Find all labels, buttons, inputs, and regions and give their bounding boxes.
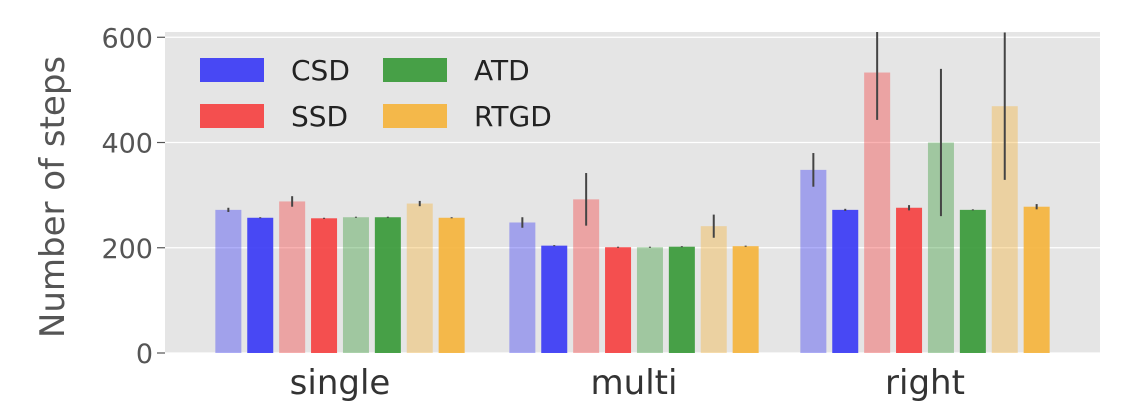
legend-swatch-csd	[200, 58, 264, 82]
bar-atd-solid-single	[374, 217, 401, 353]
x-category-label: right	[885, 363, 965, 403]
bar-rtgd-light-multi	[700, 226, 727, 353]
x-category-labels: single multi right	[290, 363, 965, 403]
legend: CSD ATD SSD RTGD	[200, 54, 552, 133]
x-category-label: multi	[591, 363, 678, 403]
y-tick-label: 200	[101, 234, 153, 265]
legend-swatch-ssd	[200, 104, 264, 128]
bar-atd-light-single	[342, 217, 369, 353]
bar-csd-light-multi	[509, 222, 536, 353]
bar-csd-light-single	[215, 209, 242, 353]
y-axis-label: Number of steps	[33, 56, 73, 338]
bar-csd-solid-multi	[541, 245, 568, 353]
legend-label-rtgd: RTGD	[474, 100, 552, 133]
y-tick-label: 600	[101, 23, 153, 54]
legend-label-csd: CSD	[291, 54, 350, 87]
error-bars	[227, 32, 1038, 248]
y-tick-labels: 0 200 400 600	[101, 23, 165, 370]
legend-label-ssd: SSD	[291, 100, 348, 133]
bar-ssd-solid-multi	[605, 247, 632, 353]
y-tick-label: 0	[136, 339, 153, 370]
legend-label-atd: ATD	[474, 54, 530, 87]
bar-csd-light-right	[800, 169, 827, 353]
bar-atd-solid-multi	[668, 246, 695, 353]
bar-ssd-solid-single	[311, 218, 338, 353]
bar-rtgd-solid-multi	[732, 246, 759, 353]
legend-swatch-atd	[383, 58, 447, 82]
x-category-label: single	[290, 363, 391, 403]
bar-ssd-solid-right	[896, 207, 923, 353]
bars	[215, 72, 1050, 354]
bar-rtgd-solid-single	[438, 217, 465, 353]
bar-rtgd-solid-right	[1023, 206, 1050, 353]
bar-rtgd-light-single	[406, 203, 433, 353]
bar-csd-solid-right	[832, 209, 859, 353]
legend-swatch-rtgd	[383, 104, 447, 128]
bar-atd-solid-right	[959, 209, 986, 353]
bar-atd-light-multi	[636, 247, 663, 353]
bar-ssd-light-single	[279, 201, 306, 353]
bar-csd-solid-single	[247, 217, 274, 353]
y-tick-label: 400	[101, 129, 153, 160]
